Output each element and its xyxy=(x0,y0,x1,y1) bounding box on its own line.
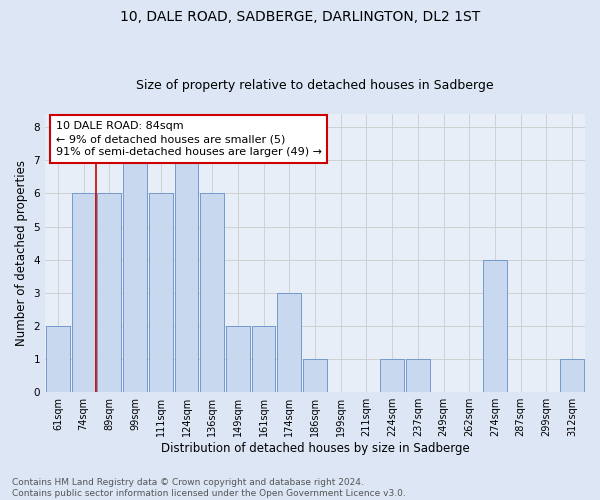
Bar xyxy=(72,194,95,392)
Bar xyxy=(149,194,173,392)
Bar xyxy=(560,359,584,392)
Text: 10 DALE ROAD: 84sqm
← 9% of detached houses are smaller (5)
91% of semi-detached: 10 DALE ROAD: 84sqm ← 9% of detached hou… xyxy=(56,121,322,158)
Y-axis label: Number of detached properties: Number of detached properties xyxy=(15,160,28,346)
Bar xyxy=(406,359,430,392)
Text: 10, DALE ROAD, SADBERGE, DARLINGTON, DL2 1ST: 10, DALE ROAD, SADBERGE, DARLINGTON, DL2… xyxy=(120,10,480,24)
Bar xyxy=(380,359,404,392)
Bar xyxy=(483,260,507,392)
Bar xyxy=(303,359,327,392)
X-axis label: Distribution of detached houses by size in Sadberge: Distribution of detached houses by size … xyxy=(161,442,469,455)
Bar xyxy=(226,326,250,392)
Bar xyxy=(277,293,301,392)
Bar xyxy=(123,160,147,392)
Bar xyxy=(97,194,121,392)
Title: Size of property relative to detached houses in Sadberge: Size of property relative to detached ho… xyxy=(136,79,494,92)
Bar xyxy=(200,194,224,392)
Bar xyxy=(46,326,70,392)
Bar xyxy=(252,326,275,392)
Text: Contains HM Land Registry data © Crown copyright and database right 2024.
Contai: Contains HM Land Registry data © Crown c… xyxy=(12,478,406,498)
Bar xyxy=(175,160,198,392)
